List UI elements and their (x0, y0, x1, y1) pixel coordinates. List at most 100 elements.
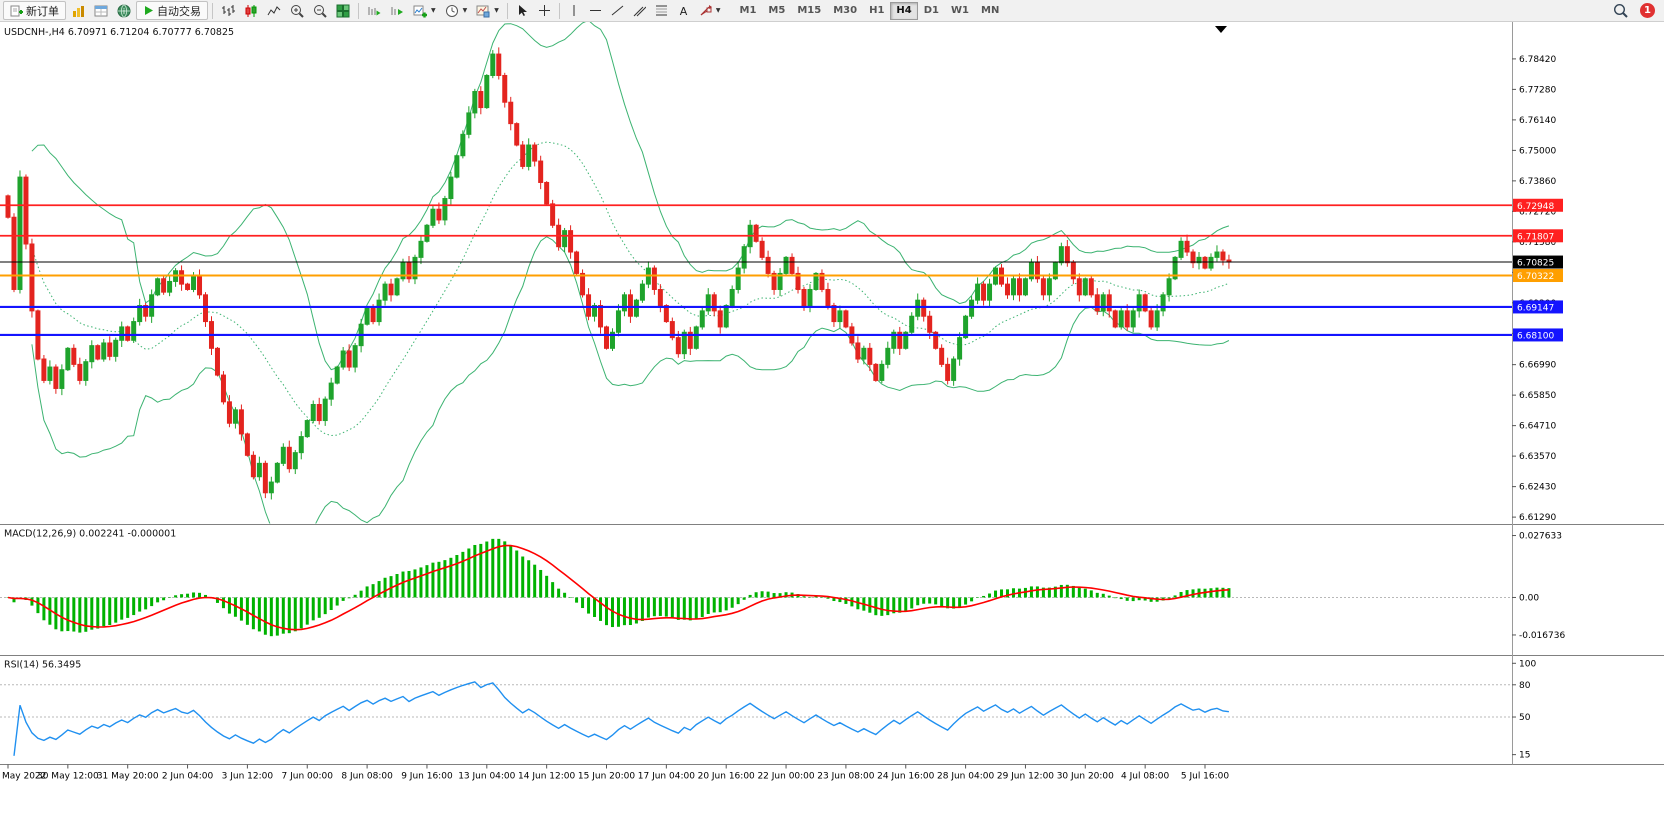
svg-text:6.72720: 6.72720 (1519, 207, 1556, 217)
zoom-out-button[interactable] (309, 1, 331, 20)
chevron-down-icon: ▼ (431, 7, 436, 14)
autotrading-label: 自动交易 (157, 4, 201, 18)
timeframe-MN-button[interactable]: MN (975, 2, 1005, 20)
tile-windows-button[interactable] (332, 1, 354, 20)
trendline-tool-button[interactable] (607, 1, 628, 20)
svg-text:30 May 12:00: 30 May 12:00 (37, 772, 99, 782)
timeframe-M1-button[interactable]: M1 (734, 2, 763, 20)
chevron-down-icon: ▼ (462, 7, 468, 14)
tile-windows-icon (336, 4, 350, 18)
svg-text:30 Jun 20:00: 30 Jun 20:00 (1057, 772, 1114, 782)
candlestick-icon (244, 4, 258, 18)
market-watch-button[interactable] (67, 1, 89, 20)
main-pane (5, 22, 1232, 524)
vertical-line-icon (568, 4, 580, 17)
svg-text:0.027633: 0.027633 (1519, 532, 1562, 542)
candlestick-mode-button[interactable] (240, 1, 262, 20)
timeframe-H4-button[interactable]: H4 (890, 1, 918, 20)
line-chart-mode-button[interactable] (263, 1, 285, 20)
svg-text:13 Jun 04:00: 13 Jun 04:00 (458, 772, 515, 782)
toolbar-separator (358, 2, 359, 19)
svg-text:5 Jul 16:00: 5 Jul 16:00 (1181, 772, 1230, 782)
svg-text:6.65850: 6.65850 (1519, 391, 1556, 401)
rsi-pane: 100 80 50 15 (0, 659, 1536, 761)
price-axis[interactable]: 6.78420 6.77280 6.76140 6.75000 6.73860 6.727… (1512, 55, 1556, 523)
autotrading-button[interactable]: 自动交易 (136, 1, 208, 20)
chart-symbol-title: USDCNH-,H4 6.70971 6.71204 6.70777 6.708… (4, 27, 234, 38)
timeframe-W1-button[interactable]: W1 (945, 2, 975, 20)
svg-text:6.63570: 6.63570 (1519, 452, 1556, 462)
timeframe-H1-button[interactable]: H1 (863, 2, 890, 20)
data-window-button[interactable] (90, 1, 112, 20)
crosshair-icon (538, 4, 551, 17)
chart-window: 6.78420 6.77280 6.76140 6.75000 6.73860 6.727… (0, 22, 1664, 832)
svg-text:15 Jun 20:00: 15 Jun 20:00 (578, 772, 635, 782)
arrows-tool-button[interactable]: ▼ (695, 1, 725, 20)
horizontal-line-tool-button[interactable] (585, 1, 606, 20)
price-tag-6.70825: 6.70825 (1513, 255, 1563, 269)
zoom-out-icon (313, 4, 327, 18)
svg-text:6.77280: 6.77280 (1519, 85, 1556, 95)
notification-count: 1 (1644, 5, 1651, 16)
channel-tool-button[interactable] (629, 1, 650, 20)
vertical-line-tool-button[interactable] (564, 1, 584, 20)
toolbar-right-group: 1 (1609, 1, 1661, 20)
indicators-button[interactable]: ▼ (409, 1, 440, 20)
timeframe-M30-button[interactable]: M30 (827, 2, 863, 20)
timeframe-M15-button[interactable]: M15 (791, 2, 827, 20)
price-tag-6.72948: 6.72948 (1513, 198, 1563, 212)
navigator-button[interactable]: i (113, 1, 135, 20)
toolbar-separator (558, 2, 560, 19)
price-tag-6.71807: 6.71807 (1513, 229, 1563, 243)
zoom-in-button[interactable] (286, 1, 308, 20)
svg-text:9 Jun 16:00: 9 Jun 16:00 (401, 772, 453, 782)
timeframe-D1-button[interactable]: D1 (918, 2, 945, 20)
periods-button[interactable]: ▼ (441, 1, 472, 20)
autotrading-play-icon (143, 5, 154, 16)
navigator-globe-icon: i (117, 4, 131, 18)
svg-text:6.64710: 6.64710 (1519, 422, 1556, 432)
fibonacci-tool-button[interactable] (651, 1, 672, 20)
fibonacci-icon (655, 4, 668, 17)
text-tool-button[interactable]: A (673, 1, 694, 20)
search-button[interactable] (1609, 1, 1632, 20)
cursor-tool-button[interactable] (512, 1, 533, 20)
svg-text:A: A (680, 5, 688, 17)
notification-badge[interactable]: 1 (1640, 3, 1655, 18)
svg-text:6.71807: 6.71807 (1517, 232, 1554, 242)
svg-text:6.70825: 6.70825 (1517, 259, 1554, 269)
price-chart-area[interactable]: 6.78420 6.77280 6.76140 6.75000 6.73860 6.727… (0, 22, 1664, 832)
channel-icon (633, 4, 646, 17)
new-order-icon (10, 4, 23, 17)
new-order-label: 新订单 (26, 4, 59, 18)
data-window-icon (94, 4, 108, 18)
macd-signal-line (7, 544, 1229, 631)
svg-text:7 Jun 00:00: 7 Jun 00:00 (282, 772, 334, 782)
svg-text:29 Jun 12:00: 29 Jun 12:00 (997, 772, 1054, 782)
svg-text:8 Jun 08:00: 8 Jun 08:00 (341, 772, 393, 782)
timeframe-M5-button[interactable]: M5 (762, 2, 791, 20)
ohlc-bars-icon (221, 4, 235, 18)
chart-shift-marker[interactable] (1214, 26, 1227, 33)
svg-text:31 May 20:00: 31 May 20:00 (97, 772, 159, 782)
svg-text:6.76140: 6.76140 (1519, 116, 1556, 126)
new-order-button[interactable]: 新订单 (3, 1, 66, 20)
templates-button[interactable]: ▼ (472, 1, 503, 20)
svg-text:0.00: 0.00 (1519, 593, 1539, 603)
autoscroll-button[interactable] (363, 1, 385, 20)
svg-text:2 Jun 04:00: 2 Jun 04:00 (162, 772, 214, 782)
svg-text:50: 50 (1519, 713, 1531, 723)
bar-chart-mode-button[interactable] (217, 1, 239, 20)
chart-shift-button[interactable] (386, 1, 408, 20)
toolbar-separator (212, 2, 213, 19)
rsi-label: RSI(14) 56.3495 (4, 660, 81, 671)
crosshair-tool-button[interactable] (534, 1, 555, 20)
chart-shift-icon (390, 4, 404, 18)
line-chart-icon (267, 4, 281, 18)
svg-text:15: 15 (1519, 751, 1530, 761)
rsi-line (13, 681, 1229, 756)
chevron-down-icon: ▼ (715, 7, 721, 14)
bollinger-upper-band (31, 22, 1230, 371)
price-tag-6.70322: 6.70322 (1513, 269, 1563, 283)
